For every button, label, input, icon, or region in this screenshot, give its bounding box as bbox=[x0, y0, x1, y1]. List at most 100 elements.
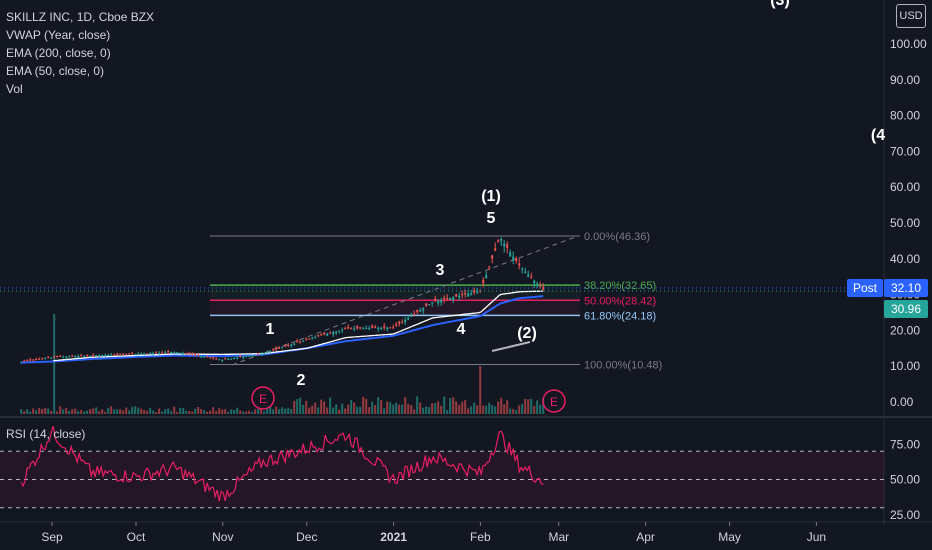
legend-vol[interactable]: Vol bbox=[6, 82, 23, 96]
volume-bar bbox=[44, 407, 47, 414]
candle-body bbox=[140, 353, 143, 355]
fib-level-label: 61.80%(24.18) bbox=[584, 310, 656, 322]
price-tick-label: 0.00 bbox=[890, 395, 914, 409]
candle-body bbox=[290, 344, 293, 346]
candle-body bbox=[167, 351, 170, 353]
candle-body bbox=[392, 327, 395, 329]
symbol-title[interactable]: SKILLZ INC, 1D, Cboe BZX bbox=[6, 10, 155, 24]
trend-line-wave2[interactable] bbox=[491, 341, 531, 352]
candle-body bbox=[440, 299, 443, 303]
axes: 100.0090.0080.0070.0060.0050.0040.0030.0… bbox=[41, 37, 927, 544]
time-tick-label: Sep bbox=[41, 530, 63, 544]
volume-bar bbox=[62, 409, 65, 414]
volume-bar bbox=[59, 406, 62, 414]
candle-body bbox=[332, 332, 335, 335]
volume-bar bbox=[170, 411, 173, 414]
time-tick-label: 2021 bbox=[380, 530, 407, 544]
rsi-legend[interactable]: RSI (14, close) bbox=[6, 427, 86, 441]
candle-body bbox=[215, 358, 218, 360]
volume-bar bbox=[47, 408, 50, 414]
earnings-marker[interactable]: E bbox=[251, 386, 275, 410]
volume-bar bbox=[176, 411, 179, 414]
currency-button[interactable]: USD bbox=[896, 4, 926, 28]
candle-body bbox=[53, 356, 56, 358]
volume-bar bbox=[278, 409, 281, 414]
candle-body bbox=[500, 239, 503, 241]
fib-retracement[interactable]: 0.00%(46.36) 38.20%(32.65) 50.00%(28.42) 61… bbox=[210, 231, 662, 371]
candle-body bbox=[248, 355, 251, 357]
candle-body bbox=[359, 327, 362, 329]
candle-body bbox=[125, 353, 128, 355]
trend-lines[interactable] bbox=[231, 235, 579, 366]
candle-body bbox=[80, 355, 83, 357]
volume-bar bbox=[218, 408, 221, 414]
volume-bar bbox=[536, 400, 539, 414]
volume-bar bbox=[314, 402, 317, 414]
candle-body bbox=[170, 352, 173, 354]
candle-body bbox=[407, 317, 410, 320]
volume-bar bbox=[260, 408, 263, 414]
legend-ema50[interactable]: EMA (50, close, 0) bbox=[6, 64, 105, 78]
volume-bar bbox=[164, 409, 167, 414]
legend-ema200[interactable]: EMA (200, close, 0) bbox=[6, 46, 111, 60]
volume-bar bbox=[272, 409, 275, 414]
volume-bar bbox=[224, 409, 227, 414]
volume-bar bbox=[284, 408, 287, 414]
post-price-tag: Post 32.10 bbox=[847, 279, 928, 297]
volume-bar bbox=[383, 408, 386, 414]
earnings-letter: E bbox=[259, 392, 267, 406]
candle-body bbox=[299, 341, 302, 343]
candle-body bbox=[284, 345, 287, 347]
candle-body bbox=[293, 343, 296, 346]
wave-label: 3 bbox=[436, 262, 445, 279]
volume-bar bbox=[122, 410, 125, 414]
candle-body bbox=[521, 268, 524, 270]
earnings-marker[interactable]: E bbox=[542, 389, 566, 413]
volume-bar bbox=[539, 404, 542, 414]
volume-bar bbox=[50, 410, 53, 414]
volume-bar bbox=[437, 401, 440, 414]
volume-bar bbox=[275, 406, 278, 414]
volume-bar bbox=[359, 406, 362, 414]
candle-body bbox=[350, 327, 353, 329]
legend-vwap[interactable]: VWAP (Year, close) bbox=[6, 28, 111, 42]
candle-body bbox=[224, 358, 227, 360]
chart-legend[interactable]: SKILLZ INC, 1D, Cboe BZX VWAP (Year, clo… bbox=[6, 8, 154, 98]
candle-body bbox=[131, 352, 134, 355]
post-label: Post bbox=[853, 281, 878, 295]
volume-bar bbox=[365, 398, 368, 414]
candle-body bbox=[122, 353, 125, 355]
candle-body bbox=[50, 357, 53, 359]
candle-body bbox=[515, 257, 518, 261]
candle-body bbox=[107, 354, 110, 356]
candle-body bbox=[71, 355, 74, 357]
volume-bar bbox=[425, 406, 428, 414]
candle-body bbox=[197, 354, 200, 356]
volume-bar bbox=[530, 398, 533, 414]
candle-body bbox=[512, 256, 515, 260]
volume-bar bbox=[230, 409, 233, 414]
volume-bar bbox=[206, 411, 209, 414]
volume-bar bbox=[95, 407, 98, 414]
candle-body bbox=[374, 326, 377, 328]
candle-body bbox=[428, 304, 431, 306]
candle-body bbox=[266, 352, 269, 354]
trend-line-dashed[interactable] bbox=[231, 235, 579, 366]
candle-body bbox=[356, 326, 359, 329]
wave-label: 5 bbox=[487, 210, 496, 227]
candle-body bbox=[68, 356, 71, 358]
volume-bar bbox=[311, 405, 314, 414]
candle-body bbox=[236, 357, 239, 359]
candle-body bbox=[29, 359, 32, 361]
volume-bar bbox=[533, 405, 536, 414]
volume-bar bbox=[167, 408, 170, 414]
volume-bar bbox=[239, 410, 242, 414]
volume-bar bbox=[491, 404, 494, 414]
candle-body bbox=[434, 298, 437, 302]
candle-body bbox=[41, 357, 44, 359]
wave-label: (1) bbox=[481, 188, 501, 205]
wave-labels: (1) 5 3 1 2 4 (2) (3) (4 bbox=[266, 0, 886, 389]
volume-bar bbox=[110, 406, 113, 414]
candle-body bbox=[482, 279, 485, 284]
